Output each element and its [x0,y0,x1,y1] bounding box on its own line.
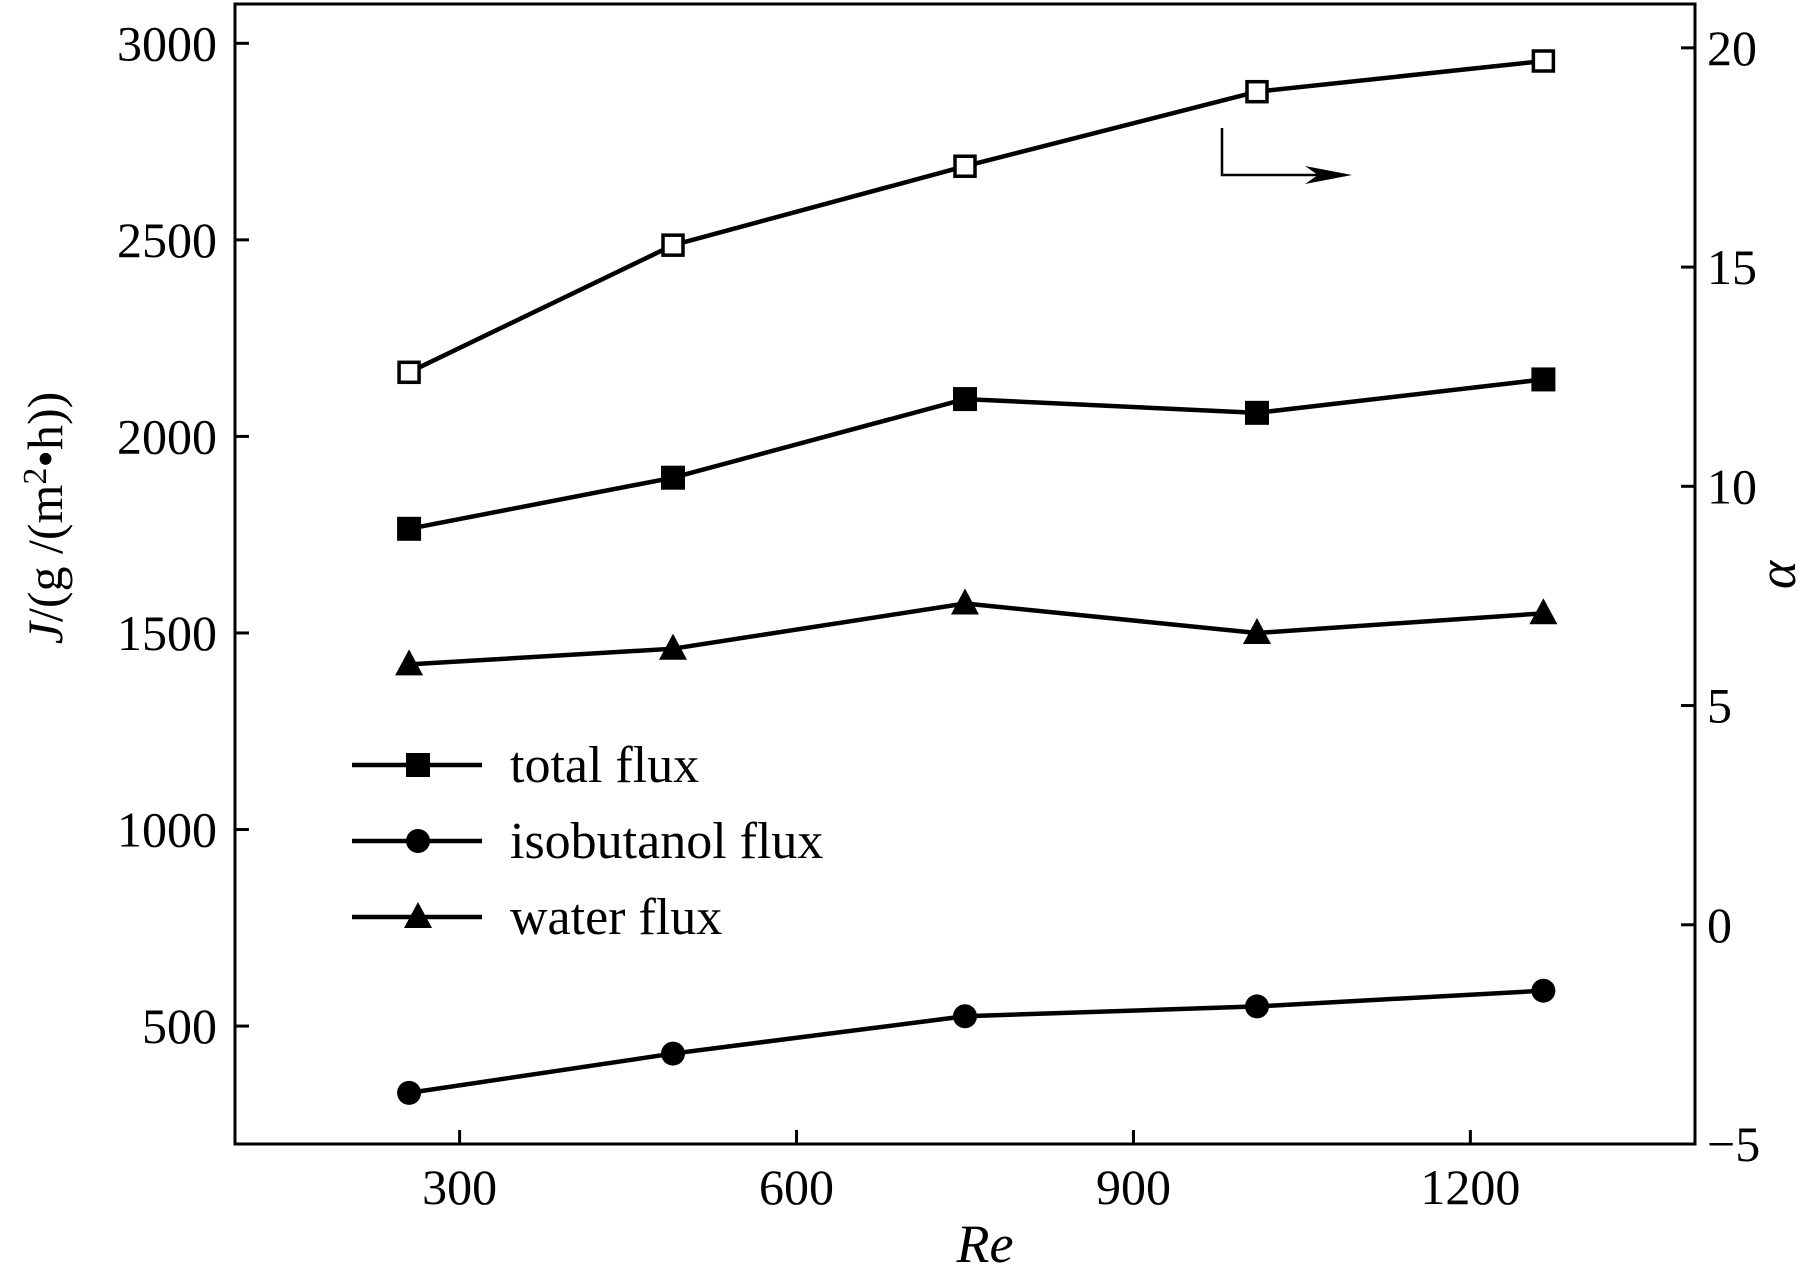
data-point-water-flux [951,588,979,615]
x-tick-label: 300 [422,1159,497,1215]
right-axis-pointer-arrowhead [1305,166,1352,184]
x-tick-label: 900 [1096,1159,1171,1215]
x-axis-title: Re [956,1214,1014,1271]
data-point-total-flux [397,516,422,541]
legend-label-total-flux: total flux [510,737,699,794]
legend-marker-total-flux [406,753,430,777]
legend-marker-water-flux [404,902,432,928]
data-point-alpha [661,233,685,257]
y-left-axis-title: J/(g /(m2•h)) [17,392,73,645]
series-alpha [397,49,1556,385]
y-left-tick-label: 3000 [117,15,217,71]
legend: total flux isobutanol flux water flux [352,737,823,946]
y-left-tick-label: 500 [142,998,217,1054]
data-point-water-flux [395,649,424,676]
data-point-isobutanol-flux [1245,994,1269,1019]
data-point-isobutanol-flux [1531,978,1556,1003]
y-right-tick-label: −5 [1707,1116,1760,1172]
series-total-flux [397,367,1556,541]
data-point-water-flux [1529,598,1558,625]
y-left-tick-label: 2000 [117,408,217,464]
data-point-alpha [1245,79,1269,104]
data-point-isobutanol-flux [397,1080,422,1105]
series-line-isobutanol-flux [408,988,1544,1096]
data-point-alpha [397,360,421,385]
data-point-water-flux [1243,617,1271,644]
y-right-tick-label: 0 [1707,897,1732,953]
legend-label-isobutanol-flux: isobutanol flux [510,813,823,870]
x-tick-label: 1200 [1420,1159,1520,1215]
y-right-tick-label: 20 [1707,20,1757,76]
y-right-tick-label: 5 [1707,678,1732,734]
legend-label-water-flux: water flux [510,889,722,946]
axis-ticks: 300 600 900 1200 500 1000 1500 2000 2500 3000 −5 0 5… [117,15,1760,1215]
series-layer [395,49,1558,1105]
data-point-total-flux [1245,400,1269,425]
x-tick-label: 600 [759,1159,834,1215]
series-line-alpha [408,58,1544,375]
data-point-alpha [953,154,977,178]
y-left-tick-label: 1000 [117,802,217,858]
y-left-tick-label: 1500 [117,605,217,661]
data-point-isobutanol-flux [953,1004,977,1029]
data-point-alpha [1531,49,1556,73]
data-point-total-flux [661,465,685,490]
legend-marker-isobutanol-flux [406,829,430,853]
plot-frame [233,2,1697,1146]
series-isobutanol-flux [397,978,1556,1105]
data-point-total-flux [1531,367,1556,392]
right-axis-pointer-arrow [1220,128,1345,177]
data-point-isobutanol-flux [661,1041,685,1066]
y-right-axis-title: α [1747,559,1807,589]
y-right-tick-label: 10 [1707,458,1757,514]
y-left-tick-label: 2500 [117,212,217,268]
data-point-water-flux [659,633,687,660]
series-water-flux [395,588,1558,676]
y-right-tick-label: 15 [1707,239,1757,295]
data-point-total-flux [953,387,977,412]
